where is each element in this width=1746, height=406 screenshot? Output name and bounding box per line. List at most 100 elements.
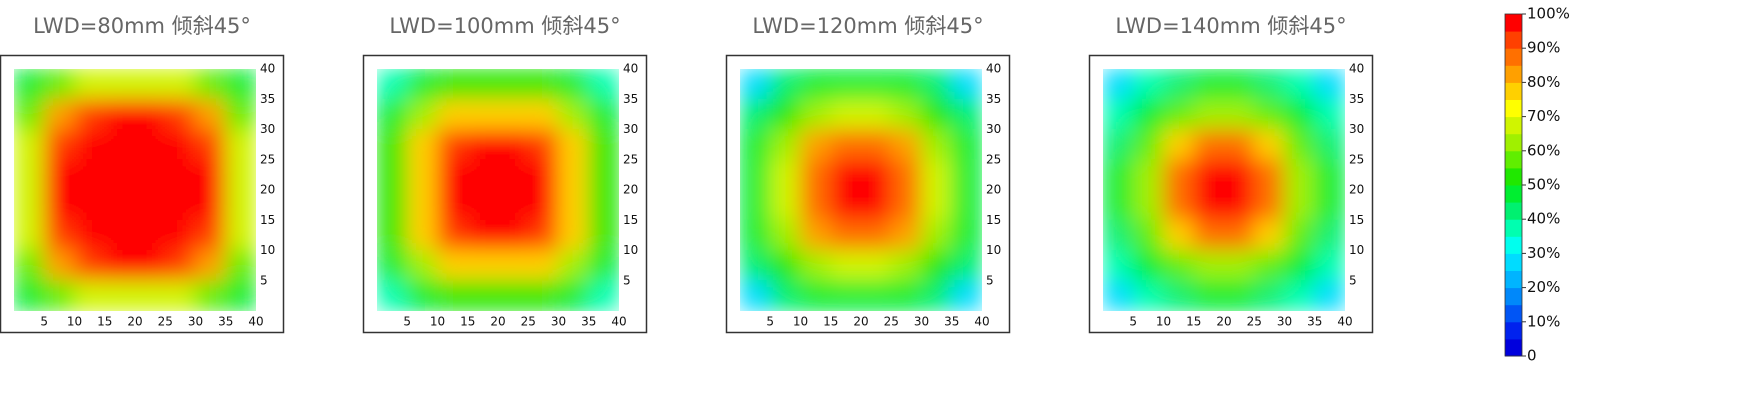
cell (951, 129, 982, 161)
cell (164, 129, 196, 161)
cell (740, 280, 771, 311)
y-tick-label: 25 (1349, 152, 1364, 166)
cell (830, 189, 862, 221)
x-tick-label: 10 (67, 315, 82, 329)
cell (951, 98, 982, 130)
cell (1223, 98, 1255, 130)
y-tick-label: 10 (623, 243, 638, 257)
cell (467, 98, 499, 130)
colorbar-band (1505, 167, 1522, 186)
cell (134, 98, 166, 130)
cell (437, 129, 469, 161)
cell (1253, 159, 1285, 191)
colorbar-band (1505, 150, 1522, 169)
colorbar-label: 60% (1527, 141, 1560, 159)
cell (74, 159, 106, 191)
cell (467, 69, 499, 100)
frame (362, 54, 648, 334)
colorbar-band (1505, 287, 1522, 306)
colorbar-band (1505, 304, 1522, 323)
chart-title: LWD=80mm 倾斜45° (33, 14, 251, 38)
cell (740, 250, 771, 282)
x-tick-label: 30 (1277, 315, 1292, 329)
cell (377, 159, 408, 191)
cell (43, 280, 75, 311)
cell (437, 280, 469, 311)
cell (195, 219, 227, 251)
cell (527, 159, 559, 191)
cell (588, 219, 619, 251)
cell (14, 129, 45, 161)
cell (406, 280, 438, 311)
cell (74, 280, 106, 311)
cell (769, 219, 801, 251)
cell (800, 250, 832, 282)
x-tick-label: 10 (793, 315, 808, 329)
cell (860, 189, 892, 221)
y-tick-label: 35 (260, 92, 275, 106)
cell (1284, 98, 1316, 130)
cell (921, 250, 953, 282)
cell (558, 98, 590, 130)
cell (134, 189, 166, 221)
cell (43, 250, 75, 282)
cell (800, 159, 832, 191)
cell (1223, 129, 1255, 161)
cell (1193, 98, 1225, 130)
cell (1223, 219, 1255, 251)
cell (860, 159, 892, 191)
x-tick-label: 25 (158, 315, 173, 329)
cell (890, 189, 922, 221)
cell (134, 280, 166, 311)
cell (740, 159, 771, 191)
cell (497, 219, 529, 251)
cell (74, 219, 106, 251)
cell (921, 189, 953, 221)
y-tick-label: 10 (260, 243, 275, 257)
frame (1088, 54, 1374, 334)
cell (1193, 189, 1225, 221)
cell (164, 189, 196, 221)
cell (921, 159, 953, 191)
cell (1163, 69, 1195, 100)
cell (1193, 250, 1225, 282)
colorbar-label: 100% (1527, 5, 1570, 23)
colorbar-label: 0 (1527, 347, 1537, 365)
cell (437, 69, 469, 100)
cell (1253, 129, 1285, 161)
cell (1314, 129, 1345, 161)
x-tick-label: 10 (430, 315, 445, 329)
cell (558, 219, 590, 251)
cell (890, 280, 922, 311)
colorbar-band (1505, 99, 1522, 118)
cell (195, 69, 227, 100)
cell (800, 219, 832, 251)
cell (740, 189, 771, 221)
cell (467, 189, 499, 221)
colorbar-band (1505, 65, 1522, 83)
cell (104, 250, 136, 282)
y-tick-label: 30 (623, 122, 638, 136)
colorbar-label: 40% (1527, 210, 1560, 228)
y-tick-label: 20 (1349, 183, 1364, 197)
y-tick-label: 10 (1349, 243, 1364, 257)
colorbar-label: 10% (1527, 312, 1560, 330)
cell (497, 98, 529, 130)
x-tick-label: 10 (1156, 315, 1171, 329)
cell (104, 129, 136, 161)
cell (164, 159, 196, 191)
cell (43, 189, 75, 221)
cell (527, 189, 559, 221)
cell (921, 129, 953, 161)
cell (1223, 159, 1255, 191)
cell (527, 280, 559, 311)
y-tick-label: 20 (986, 183, 1001, 197)
cell (588, 250, 619, 282)
cell (890, 219, 922, 251)
plot-area (377, 69, 619, 311)
cell (1193, 69, 1225, 100)
cell (74, 189, 106, 221)
cell (1223, 280, 1255, 311)
cell (1314, 219, 1345, 251)
cell (769, 250, 801, 282)
